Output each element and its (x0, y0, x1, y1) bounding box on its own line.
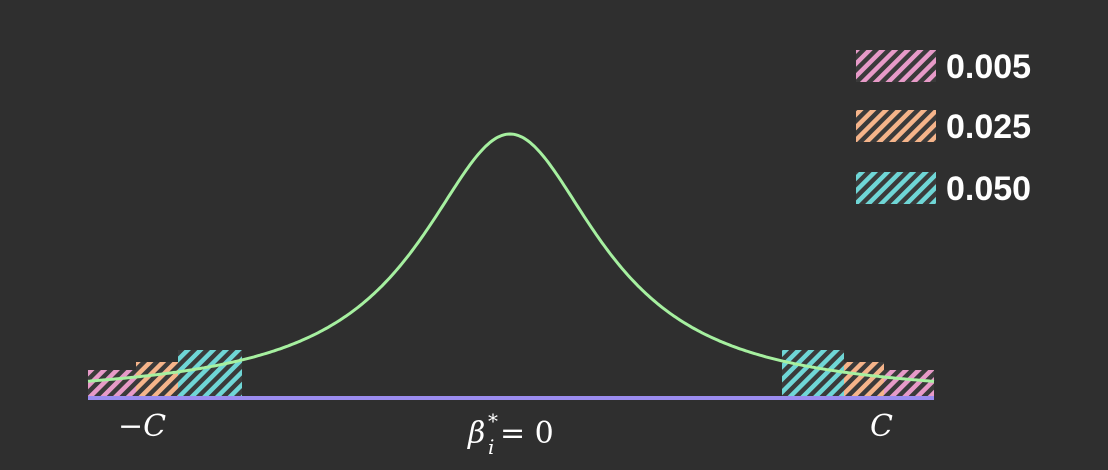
right-critical-label: C (870, 409, 893, 444)
legend: 0.005 0.025 0.050 (856, 48, 1031, 208)
right-region-050 (782, 350, 844, 398)
legend-label-050: 0.050 (946, 170, 1031, 208)
legend-swatch-025 (856, 110, 936, 142)
right-tail-regions (782, 350, 934, 398)
right-region-025 (844, 362, 884, 398)
left-critical-label: −C (118, 409, 166, 444)
legend-label-025: 0.025 (946, 108, 1031, 146)
legend-label-005: 0.005 (946, 48, 1031, 86)
left-region-005 (88, 370, 136, 398)
left-tail-regions (88, 350, 242, 398)
center-label: β i * = 0 (467, 409, 554, 459)
left-region-050 (178, 350, 242, 398)
center-label-superscript: * (488, 409, 498, 433)
center-label-beta: β (467, 416, 485, 451)
center-label-equals: = 0 (500, 416, 554, 451)
right-region-005 (884, 370, 934, 398)
center-label-subscript: i (488, 435, 494, 459)
legend-swatch-005 (856, 50, 936, 82)
left-region-025 (136, 362, 178, 398)
legend-swatch-050 (856, 172, 936, 204)
distribution-curve (87, 132, 935, 383)
